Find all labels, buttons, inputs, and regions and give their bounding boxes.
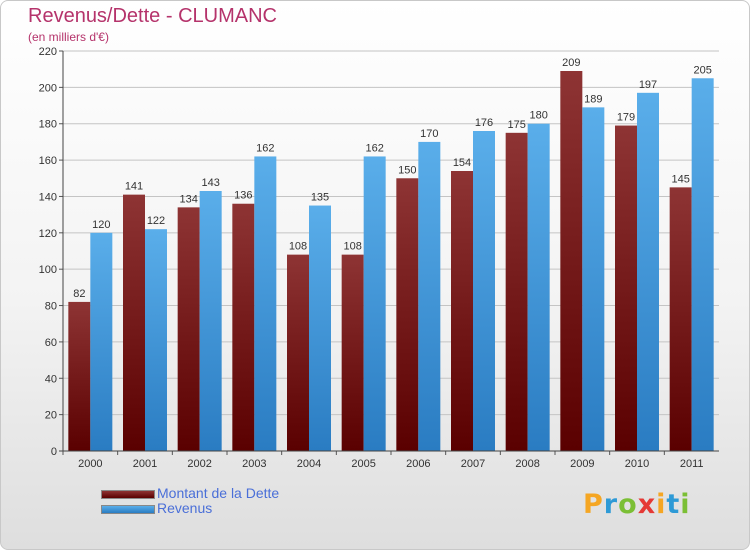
data-label: 197 [639,79,657,91]
bar-revenus [527,123,550,452]
data-label: 108 [343,241,361,253]
data-label: 141 [125,181,143,193]
legend-swatch-debt [101,490,155,499]
data-label: 162 [365,142,383,154]
legend-swatch-revenus [101,505,155,514]
y-tick-label: 100 [39,264,57,276]
y-tick-label: 220 [39,46,57,58]
chart-title: Revenus/Dette - CLUMANC [28,5,277,27]
y-tick-label: 0 [51,446,57,458]
bar-debt [560,71,583,451]
logo-letter: r [603,489,619,520]
bar-revenus [199,191,222,451]
x-tick-label: 2006 [406,458,430,470]
data-label: 135 [311,192,329,204]
bar-revenus [90,232,113,451]
bar-debt [123,194,145,452]
x-tick-label: 2011 [680,458,704,470]
bar-debt [287,254,309,451]
y-tick-label: 120 [39,228,57,240]
data-label: 179 [617,112,635,124]
bar-revenus [473,131,495,451]
bar-debt [396,178,419,452]
data-label: 120 [92,219,110,231]
bar-debt [451,171,473,451]
bar-revenus [363,156,386,452]
data-label: 136 [234,190,252,202]
logo-letter: o [618,489,638,520]
data-label: 145 [671,173,689,185]
data-label: 170 [420,128,438,140]
y-tick-label: 20 [45,410,57,422]
y-tick-label: 60 [45,337,57,349]
bar-debt [615,125,637,451]
data-label: 205 [693,64,711,76]
bar-debt [341,254,364,451]
data-label: 122 [147,215,165,227]
logo-letter: x [637,489,657,520]
logo-letter: P [583,489,604,520]
data-label: 150 [398,164,416,176]
data-label: 176 [475,117,493,129]
data-label: 108 [289,241,307,253]
data-label: 82 [73,288,85,300]
x-tick-label: 2003 [242,458,266,470]
logo-letter: i [680,489,691,520]
bar-debt [177,207,200,451]
bar-revenus [309,205,331,451]
legend-label-debt: Montant de la Dette [157,485,280,501]
bar-debt [669,187,692,451]
bar-revenus [254,156,277,452]
x-tick-label: 2001 [133,458,157,470]
x-tick-label: 2005 [351,458,375,470]
x-tick-label: 2009 [570,458,594,470]
bar-revenus [418,141,441,451]
bar-revenus [582,107,605,451]
logo-letter: i [656,489,667,520]
x-tick-label: 2004 [297,458,321,470]
y-tick-label: 80 [45,301,57,313]
y-tick-label: 140 [39,191,57,203]
data-label: 209 [562,57,580,69]
chart-subtitle: (en milliers d'€) [28,30,109,44]
bar-revenus [691,78,714,451]
y-tick-label: 40 [45,373,57,385]
x-tick-label: 2010 [625,458,649,470]
x-tick-label: 2000 [78,458,102,470]
y-tick-label: 200 [39,82,57,94]
data-label: 180 [529,110,547,122]
x-tick-label: 2007 [461,458,485,470]
x-tick-label: 2008 [515,458,539,470]
data-label: 143 [201,177,219,189]
proxiti-logo: Proxiti [583,489,691,520]
data-label: 134 [179,193,197,205]
x-tick-label: 2002 [187,458,211,470]
bar-revenus [145,229,167,451]
bar-debt [68,301,91,451]
legend-label-revenus: Revenus [157,500,213,516]
data-label: 162 [256,142,274,154]
data-label: 175 [507,119,525,131]
logo-letter: t [666,489,681,520]
bar-debt [232,203,255,451]
data-label: 189 [584,93,602,105]
y-tick-label: 160 [39,155,57,167]
data-label: 154 [453,157,471,169]
bar-debt [505,132,528,451]
y-tick-label: 180 [39,119,57,131]
bar-revenus [637,92,659,452]
